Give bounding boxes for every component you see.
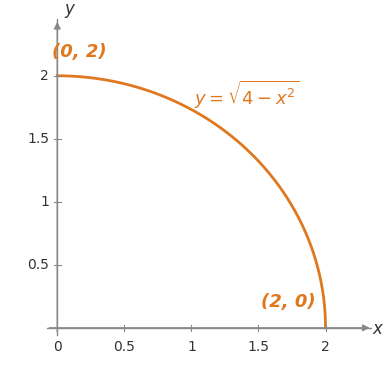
- Text: (2, 0): (2, 0): [261, 293, 316, 311]
- Text: 1: 1: [187, 341, 196, 354]
- Text: 1: 1: [40, 195, 49, 209]
- Text: y: y: [64, 0, 74, 18]
- Text: 1.5: 1.5: [248, 341, 270, 354]
- Text: 0.5: 0.5: [113, 341, 135, 354]
- Text: (0, 2): (0, 2): [52, 43, 107, 61]
- Text: x: x: [372, 320, 382, 338]
- Text: 0.5: 0.5: [28, 258, 49, 272]
- Text: 1.5: 1.5: [27, 132, 49, 146]
- Text: 0: 0: [53, 341, 62, 354]
- Text: $y = \sqrt{4 - x^2}$: $y = \sqrt{4 - x^2}$: [194, 78, 300, 111]
- Text: 2: 2: [321, 341, 330, 354]
- Text: 2: 2: [40, 69, 49, 83]
